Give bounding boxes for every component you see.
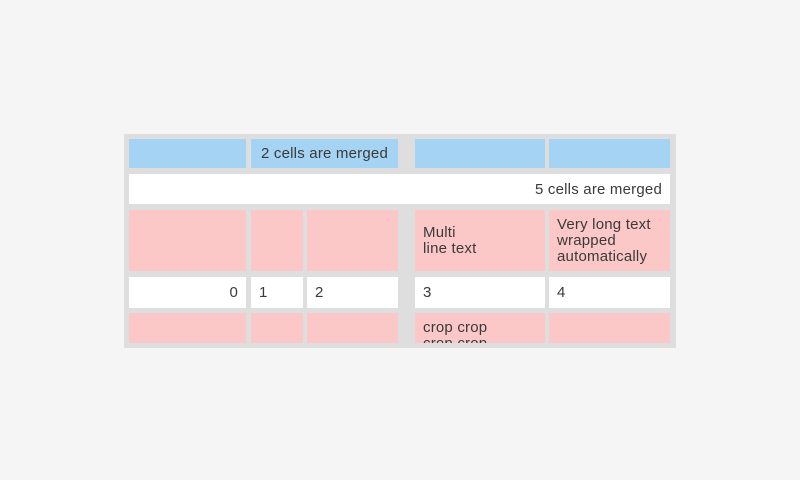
- table-widget: 2 cells are merged 5 cells are merged Mu…: [124, 134, 676, 348]
- header-cell-empty-4: [415, 139, 545, 168]
- table-row-header: 2 cells are merged: [129, 139, 670, 168]
- pink-cell-empty-9: [549, 313, 670, 343]
- pink-cell-empty-1: [129, 210, 246, 271]
- table-clip-area: 2 cells are merged 5 cells are merged Mu…: [129, 139, 670, 343]
- table-row-cropped: crop crop crop crop: [129, 313, 670, 343]
- header-cell-empty-5: [549, 139, 670, 168]
- number-cell-4: 4: [549, 277, 670, 308]
- header-cell-merged-2cols: 2 cells are merged: [251, 139, 398, 168]
- pink-cell-empty-8: [307, 313, 398, 343]
- number-cell-2: 2: [307, 277, 398, 308]
- pink-cell-empty-3: [307, 210, 398, 271]
- number-cell-1: 1: [251, 277, 303, 308]
- table-row-full-merge: 5 cells are merged: [129, 174, 670, 204]
- pink-cell-empty-2: [251, 210, 303, 271]
- multiline-text-cell: Multi line text: [415, 210, 545, 271]
- merged-cell-5cols: 5 cells are merged: [129, 174, 670, 204]
- table-row-numbers: 0 1 2 3 4: [129, 277, 670, 308]
- pink-cell-empty-6: [129, 313, 246, 343]
- table-row-multiline: Multi line text Very long text wrapped a…: [129, 210, 670, 271]
- wrapped-text-cell: Very long text wrapped automatically: [549, 210, 670, 271]
- header-cell-empty-1: [129, 139, 246, 168]
- cropped-text-cell: crop crop crop crop: [415, 313, 545, 343]
- pink-cell-empty-7: [251, 313, 303, 343]
- number-cell-0: 0: [129, 277, 246, 308]
- number-cell-3: 3: [415, 277, 545, 308]
